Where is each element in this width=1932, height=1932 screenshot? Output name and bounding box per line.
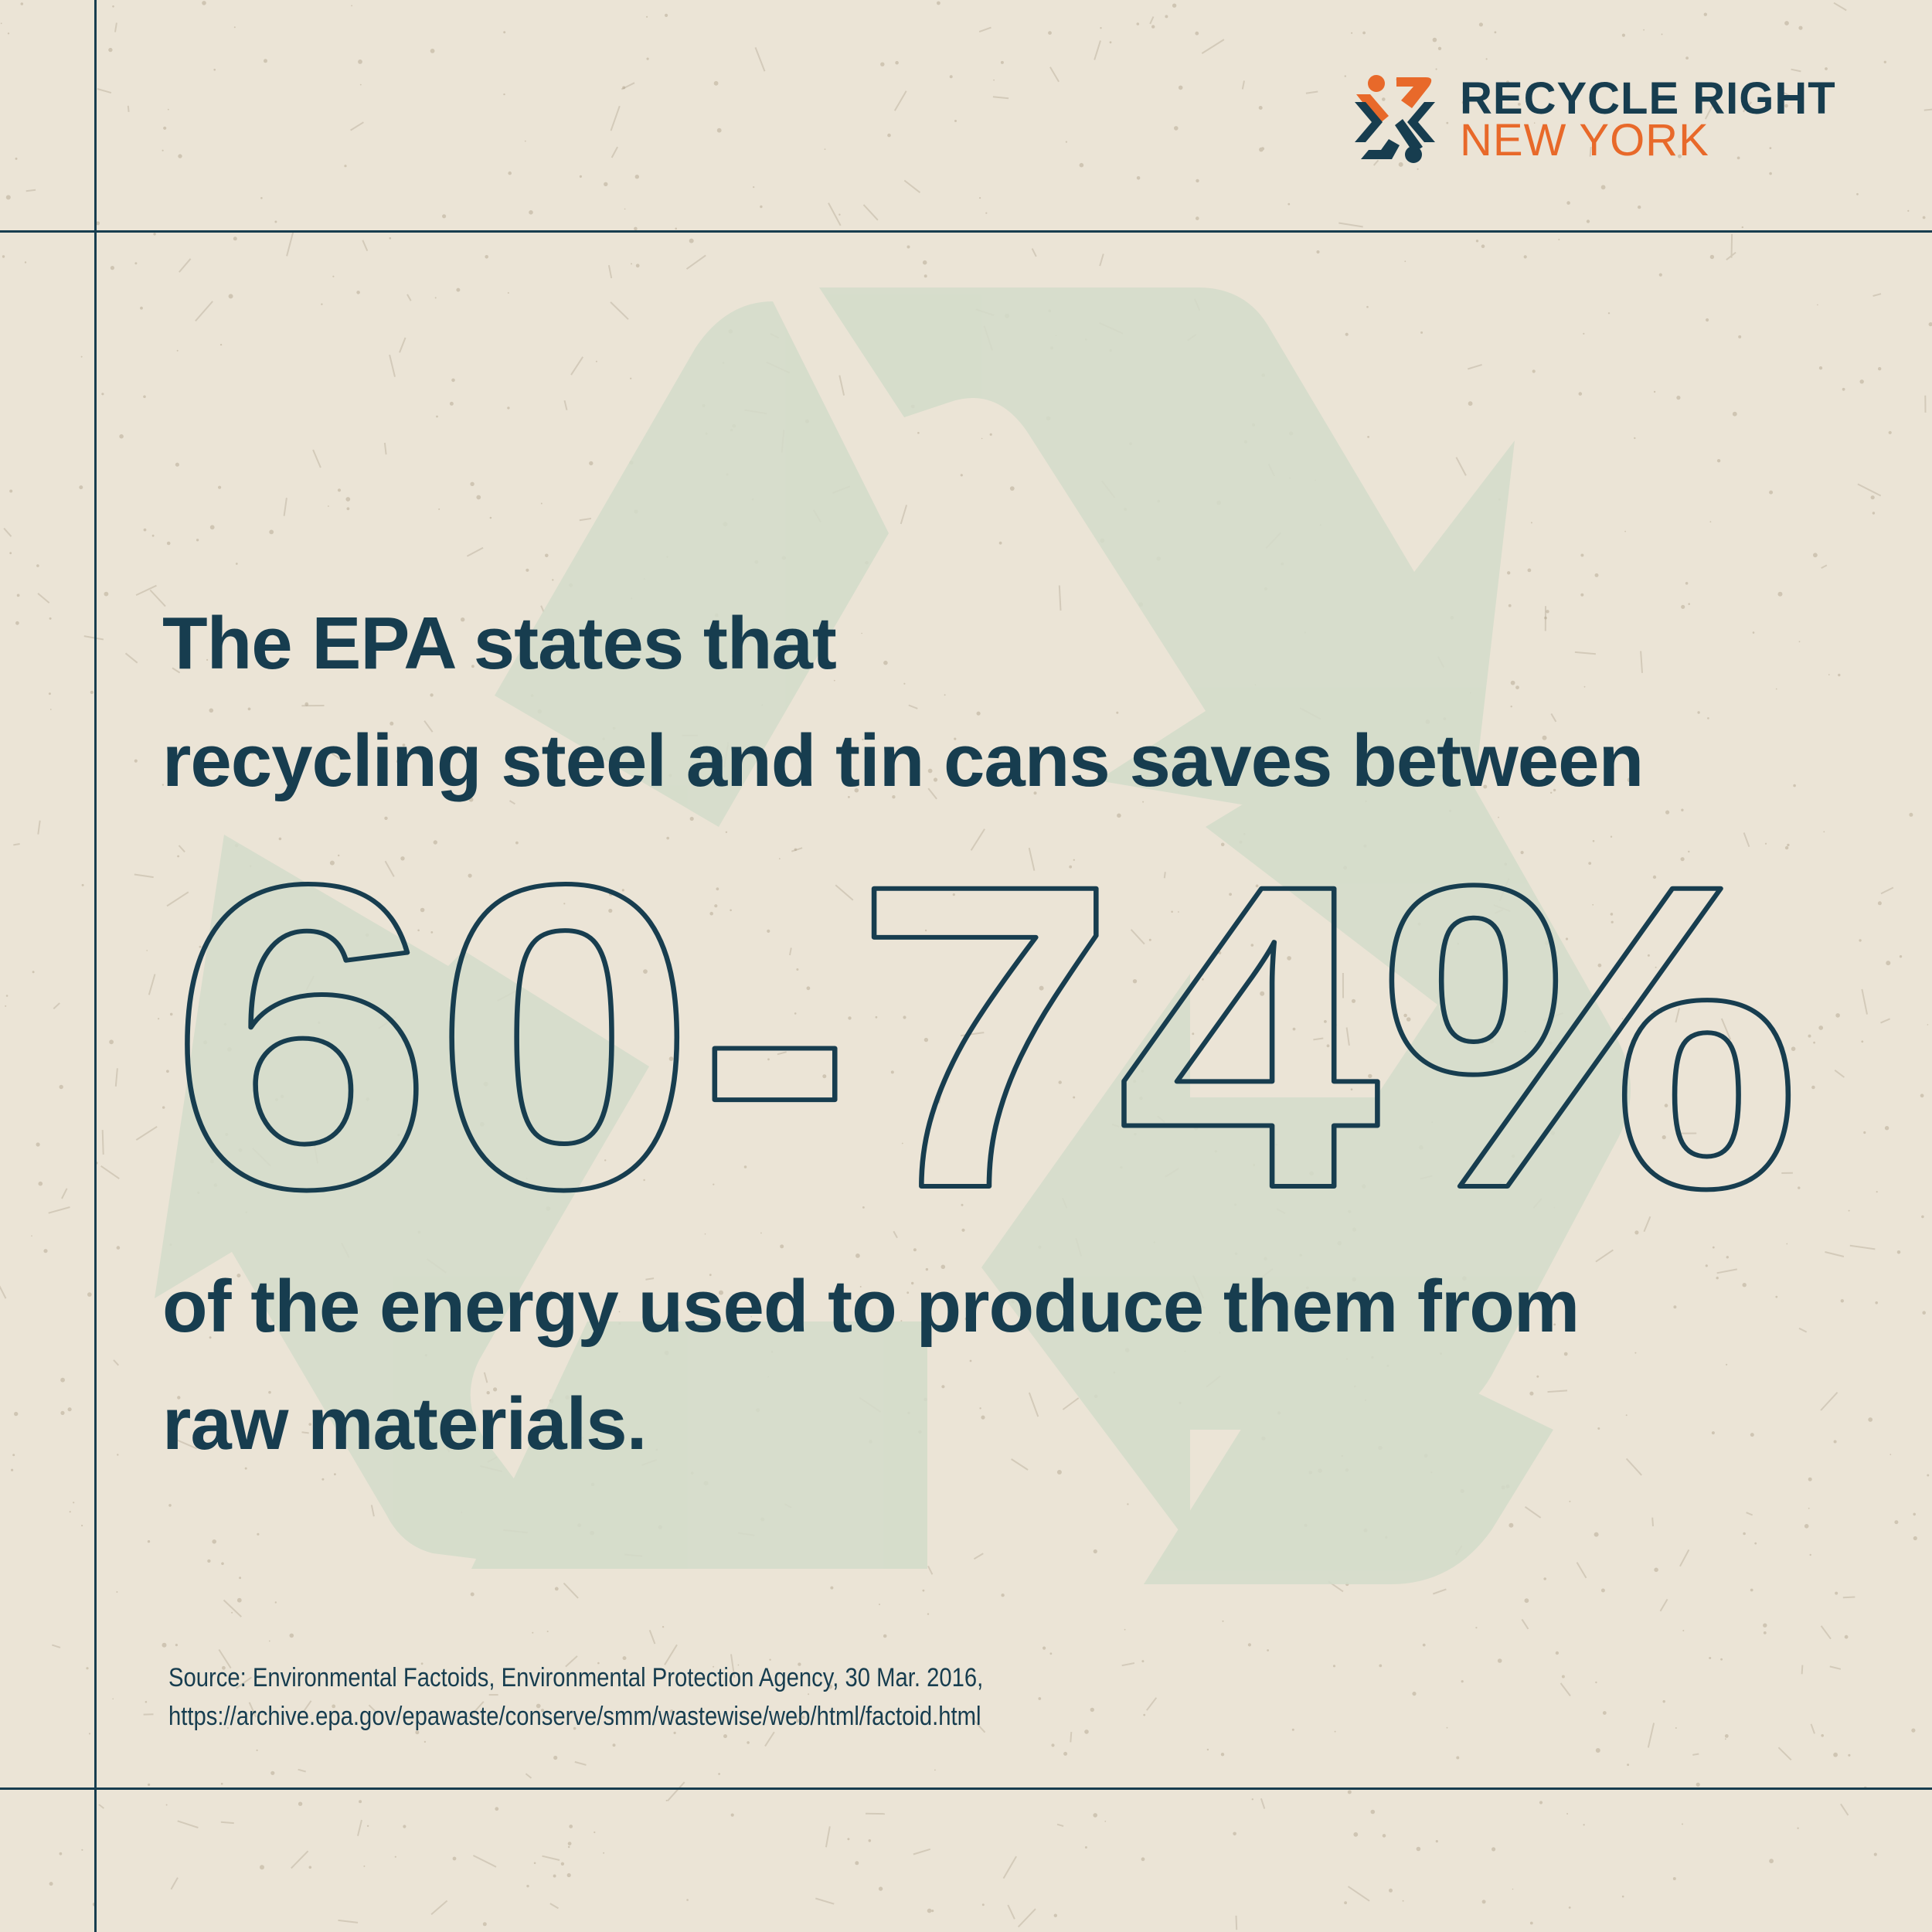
source-url: https://archive.epa.gov/epawaste/conserv…: [168, 1702, 981, 1731]
logo-text-secondary: NEW YORK: [1460, 115, 1709, 165]
recycle-right-logo-icon: [1355, 75, 1435, 163]
headline-line-1: The EPA states that: [162, 602, 837, 685]
big-statistic-text: 60-74%: [170, 858, 1801, 1221]
headline-line-2: recycling steel and tin cans saves betwe…: [162, 719, 1644, 802]
logo-text-primary: RECYCLE RIGHT: [1460, 73, 1836, 124]
source-citation: Source: Environmental Factoids, Environm…: [168, 1663, 984, 1692]
headline-line-4: raw materials.: [162, 1383, 647, 1465]
left-rule: [94, 0, 97, 1932]
recycle-right-logo: RECYCLE RIGHT NEW YORK: [1349, 71, 1889, 172]
top-rule: [0, 230, 1932, 233]
headline-line-3: of the energy used to produce them from: [162, 1265, 1580, 1348]
big-statistic: 60-74%: [168, 858, 1803, 1221]
bottom-rule: [0, 1787, 1932, 1790]
